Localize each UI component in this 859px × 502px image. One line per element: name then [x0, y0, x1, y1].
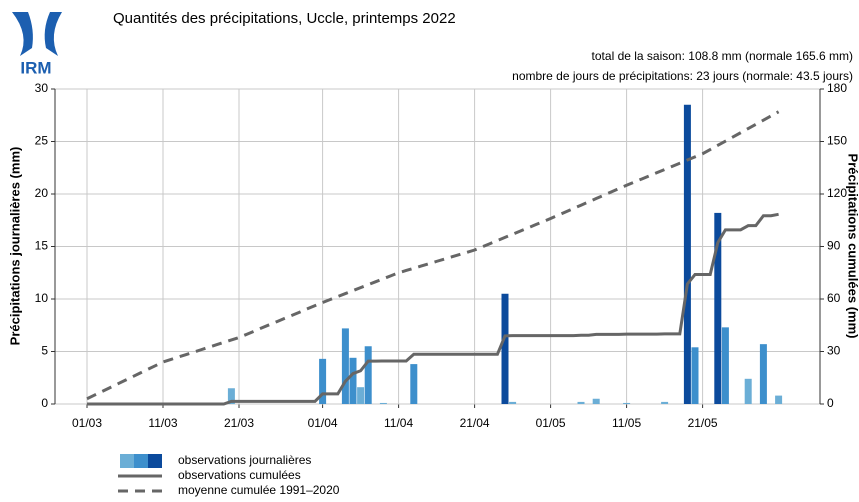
annotation: nombre de jours de précipitations: 23 jo…: [512, 69, 853, 83]
logo-text: IRM: [20, 58, 51, 77]
y-tick-label: 5: [41, 344, 48, 358]
x-tick-label: 11/03: [148, 416, 177, 430]
legend-label: observations journalières: [178, 453, 311, 467]
legend-swatch: [134, 454, 148, 468]
x-tick-label: 01/04: [308, 416, 338, 430]
x-tick-label: 21/03: [224, 416, 254, 430]
bar: [349, 357, 357, 404]
bar: [661, 401, 669, 404]
y2-tick-label: 0: [827, 396, 834, 410]
x-tick-label: 21/05: [688, 416, 718, 430]
bar: [691, 347, 699, 404]
y2-axis-label: Précipitations cumulées (mm): [846, 154, 859, 339]
y-tick-label: 20: [35, 186, 49, 200]
bar: [319, 358, 327, 404]
chart-title: Quantités des précipitations, Uccle, pri…: [113, 10, 456, 27]
y2-tick-label: 150: [827, 134, 847, 148]
x-tick-label: 11/04: [384, 416, 413, 430]
bar: [501, 293, 509, 404]
legend-label: observations cumulées: [178, 468, 301, 482]
bar: [744, 378, 752, 404]
x-tick-label: 01/05: [536, 416, 566, 430]
bar: [714, 212, 722, 404]
y-tick-label: 0: [41, 396, 48, 410]
bar: [410, 364, 418, 404]
bar: [683, 104, 691, 404]
y-tick-label: 30: [35, 81, 49, 95]
bar: [227, 388, 235, 404]
normal-line: [86, 110, 780, 401]
bar: [379, 402, 387, 404]
x-tick-label: 21/04: [460, 416, 490, 430]
y-axis-label: Précipitations journalières (mm): [7, 147, 22, 346]
y2-tick-label: 180: [827, 81, 847, 95]
y2-tick-label: 90: [827, 239, 841, 253]
y-tick-label: 15: [35, 239, 49, 253]
bar: [721, 327, 729, 404]
x-tick-label: 01/03: [72, 416, 102, 430]
x-tick-label: 11/05: [612, 416, 641, 430]
bar: [759, 344, 767, 404]
legend-swatch: [120, 454, 134, 468]
y2-tick-label: 120: [827, 186, 847, 200]
bar: [775, 395, 783, 404]
bar: [364, 346, 372, 404]
bar: [357, 387, 365, 404]
y2-tick-label: 60: [827, 291, 841, 305]
bar: [577, 401, 585, 404]
y2-tick-label: 30: [827, 344, 841, 358]
bar: [592, 398, 600, 404]
legend-label: moyenne cumulée 1991–2020: [178, 483, 340, 497]
legend-swatch: [148, 454, 162, 468]
logo-shape: [44, 12, 62, 56]
cumulative-line: [87, 212, 779, 406]
y-tick-label: 25: [35, 134, 49, 148]
bar: [341, 328, 349, 404]
logo: IRM: [9, 10, 64, 77]
bar: [623, 402, 631, 404]
bar: [509, 401, 517, 404]
y-tick-label: 10: [35, 291, 49, 305]
logo-shape: [12, 12, 33, 56]
annotation: total de la saison: 108.8 mm (normale 16…: [592, 49, 853, 63]
